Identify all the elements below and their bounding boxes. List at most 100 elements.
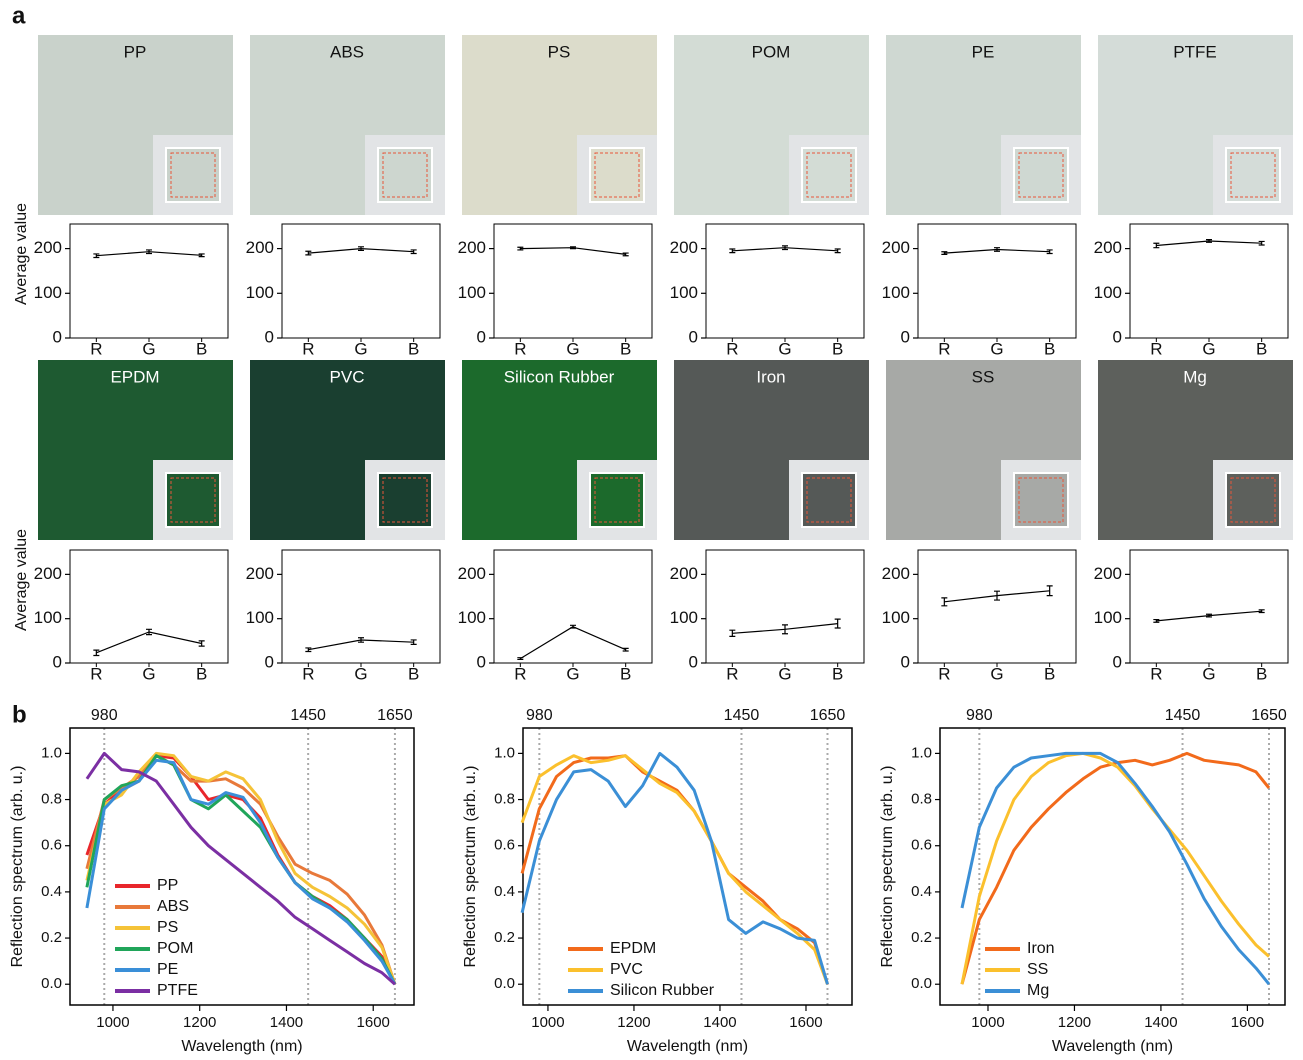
sample <box>377 472 433 528</box>
x-tick-label: B <box>1256 664 1267 683</box>
error-bar <box>410 639 417 645</box>
error-bar <box>1153 618 1160 623</box>
series-line <box>520 751 829 985</box>
series-line <box>519 626 626 660</box>
legend-label: ABS <box>157 898 189 915</box>
legend-label: PS <box>157 919 178 936</box>
x-tick-label: G <box>354 664 367 683</box>
error-bar <box>146 628 152 636</box>
legend-label: PTFE <box>157 982 198 999</box>
plot-frame <box>1129 549 1289 664</box>
x-axis-label: Wavelength (nm) <box>181 1038 302 1055</box>
y-tick-label: 0 <box>53 652 62 671</box>
photo-label: PE <box>972 42 995 61</box>
sample <box>165 472 221 528</box>
y-tick-label: 0 <box>901 327 910 346</box>
y-tick-label: 0 <box>53 327 62 346</box>
x-tick-label: 1400 <box>1144 1014 1177 1031</box>
y-tick-label: 0.4 <box>911 883 932 900</box>
error-bar <box>1258 240 1265 246</box>
x-tick-label: 1200 <box>617 1014 650 1031</box>
error-bar <box>834 618 841 629</box>
photo-label: Mg <box>1183 367 1207 386</box>
series-line <box>85 758 397 985</box>
y-tick-label: 100 <box>1094 608 1122 627</box>
x-tick-label: G <box>354 339 367 358</box>
y-axis-label: Reflection spectrum (arb. u.) <box>879 766 896 968</box>
x-tick-label: B <box>832 339 843 358</box>
y-tick-label: 0.0 <box>494 975 515 992</box>
series-line <box>960 751 1270 985</box>
y-tick-label: 0 <box>265 327 274 346</box>
x-tick-label: G <box>142 664 155 683</box>
error-bar <box>146 249 152 255</box>
plot-frame <box>1129 223 1289 339</box>
x-tick-label: G <box>566 664 579 683</box>
y-tick-label: 1.0 <box>41 744 62 761</box>
x-tick-label: G <box>1202 664 1215 683</box>
y-tick-label: 0 <box>1113 327 1122 346</box>
error-bar <box>622 647 629 652</box>
sample-roi <box>170 477 216 523</box>
y-tick-label: 0.0 <box>41 975 62 992</box>
legend-label: Iron <box>1027 940 1055 957</box>
x-tick-label: R <box>302 339 314 358</box>
plot-frame <box>917 549 1077 664</box>
x-tick-label: 1200 <box>183 1014 216 1031</box>
y-tick-label: 0.2 <box>911 929 932 946</box>
error-bar <box>410 249 417 255</box>
sample-roi <box>382 152 428 198</box>
y-tick-label: 100 <box>34 283 62 302</box>
error-bar <box>1046 249 1053 255</box>
photo-label: Iron <box>756 367 785 386</box>
error-bar <box>1258 609 1265 614</box>
y-tick-label: 200 <box>670 564 698 583</box>
y-tick-label: 0 <box>901 652 910 671</box>
legend-label: SS <box>1027 961 1048 978</box>
sample-roi <box>806 152 852 198</box>
error-bar <box>93 649 100 657</box>
plot-frame <box>69 223 229 339</box>
x-tick-label: 1200 <box>1058 1014 1091 1031</box>
x-tick-label: R <box>726 339 738 358</box>
error-bar <box>1206 239 1212 243</box>
sample <box>1225 472 1281 528</box>
top-tick-label: 1450 <box>290 707 326 724</box>
x-tick-label: R <box>90 664 102 683</box>
photo-label: POM <box>752 42 791 61</box>
sample-roi <box>594 477 640 523</box>
x-tick-label: R <box>938 664 950 683</box>
y-tick-label: 200 <box>458 238 486 257</box>
x-tick-label: 1600 <box>789 1014 822 1031</box>
y-tick-label: 200 <box>246 238 274 257</box>
series-line <box>520 754 829 985</box>
x-tick-label: 1400 <box>270 1014 303 1031</box>
photo-label: PTFE <box>1173 42 1216 61</box>
error-bar <box>782 624 788 635</box>
y-tick-label: 1.0 <box>494 744 515 761</box>
y-axis-label: Reflection spectrum (arb. u.) <box>9 766 26 968</box>
photo-label: PS <box>548 42 571 61</box>
y-tick-label: 0 <box>265 652 274 671</box>
top-tick-label: 980 <box>526 707 553 724</box>
y-tick-label: 200 <box>34 238 62 257</box>
error-bar <box>517 246 524 251</box>
y-tick-label: 0.8 <box>494 791 515 808</box>
y-tick-label: 100 <box>246 283 274 302</box>
sample <box>165 147 221 203</box>
x-tick-label: B <box>408 664 419 683</box>
y-tick-label: 200 <box>882 564 910 583</box>
y-tick-label: 200 <box>34 564 62 583</box>
legend-label: POM <box>157 940 193 957</box>
x-tick-label: B <box>832 664 843 683</box>
y-axis-label: Reflection spectrum (arb. u.) <box>462 766 479 968</box>
photo-label: PVC <box>330 367 365 386</box>
photo-label: PP <box>124 42 147 61</box>
y-tick-label: 0.4 <box>494 883 515 900</box>
x-tick-label: G <box>1202 339 1215 358</box>
sample <box>801 147 857 203</box>
legend-label: EPDM <box>610 940 656 957</box>
error-bar <box>198 253 205 258</box>
y-tick-label: 100 <box>670 608 698 627</box>
